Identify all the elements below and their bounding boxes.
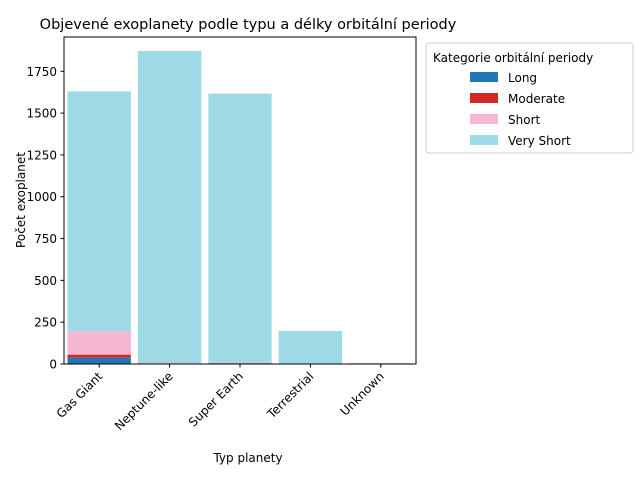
- x-tick-label: Gas Giant: [54, 369, 106, 421]
- legend-title: Kategorie orbitální periody: [433, 51, 593, 65]
- y-tick-label: 1250: [26, 148, 57, 162]
- x-axis-label: Typ planety: [212, 451, 282, 465]
- y-axis-label: Počet exoplanet: [14, 152, 28, 248]
- legend-label-very-short: Very Short: [508, 134, 571, 148]
- bar-terrestrial-very-short: [278, 330, 343, 364]
- legend-swatch-very-short: [470, 135, 498, 145]
- chart-title: Objevené exoplanety podle typu a délky o…: [40, 17, 457, 33]
- plot-area: [67, 50, 413, 364]
- y-tick-label: 1500: [26, 107, 57, 121]
- y-tick-label: 1000: [26, 190, 57, 204]
- bar-neptune-like-very-short: [137, 50, 202, 363]
- y-tick-label: 0: [49, 358, 57, 372]
- x-tick-label: Unknown: [338, 369, 387, 418]
- x-tick-label: Terrestrial: [264, 369, 317, 422]
- bar-super-earth-very-short: [208, 93, 272, 363]
- bar-gas-giant-long: [67, 357, 131, 364]
- y-tick-label: 1750: [26, 65, 57, 79]
- legend-swatch-short: [470, 114, 498, 124]
- y-tick-label: 750: [34, 232, 57, 246]
- legend-label-short: Short: [508, 113, 540, 127]
- y-axis: 0 250 500 750 1000 1250 1500 1750: [26, 65, 64, 372]
- x-tick-label: Neptune-like: [112, 369, 176, 433]
- legend-label-moderate: Moderate: [508, 92, 565, 106]
- y-tick-label: 250: [34, 316, 57, 330]
- legend-label-long: Long: [508, 71, 537, 85]
- y-tick-label: 500: [34, 274, 57, 288]
- bar-gas-giant-short: [67, 331, 131, 355]
- x-axis: Gas Giant Neptune-like Super Earth Terrestr…: [54, 364, 387, 433]
- x-tick-label: Super Earth: [186, 369, 246, 429]
- legend-swatch-moderate: [470, 93, 498, 103]
- legend-frame: [425, 42, 634, 154]
- bar-gas-giant-moderate: [67, 354, 131, 358]
- bar-gas-giant-very-short: [67, 91, 131, 332]
- legend: Kategorie orbitální periody Long Moderate…: [425, 42, 634, 154]
- legend-swatch-long: [470, 72, 498, 82]
